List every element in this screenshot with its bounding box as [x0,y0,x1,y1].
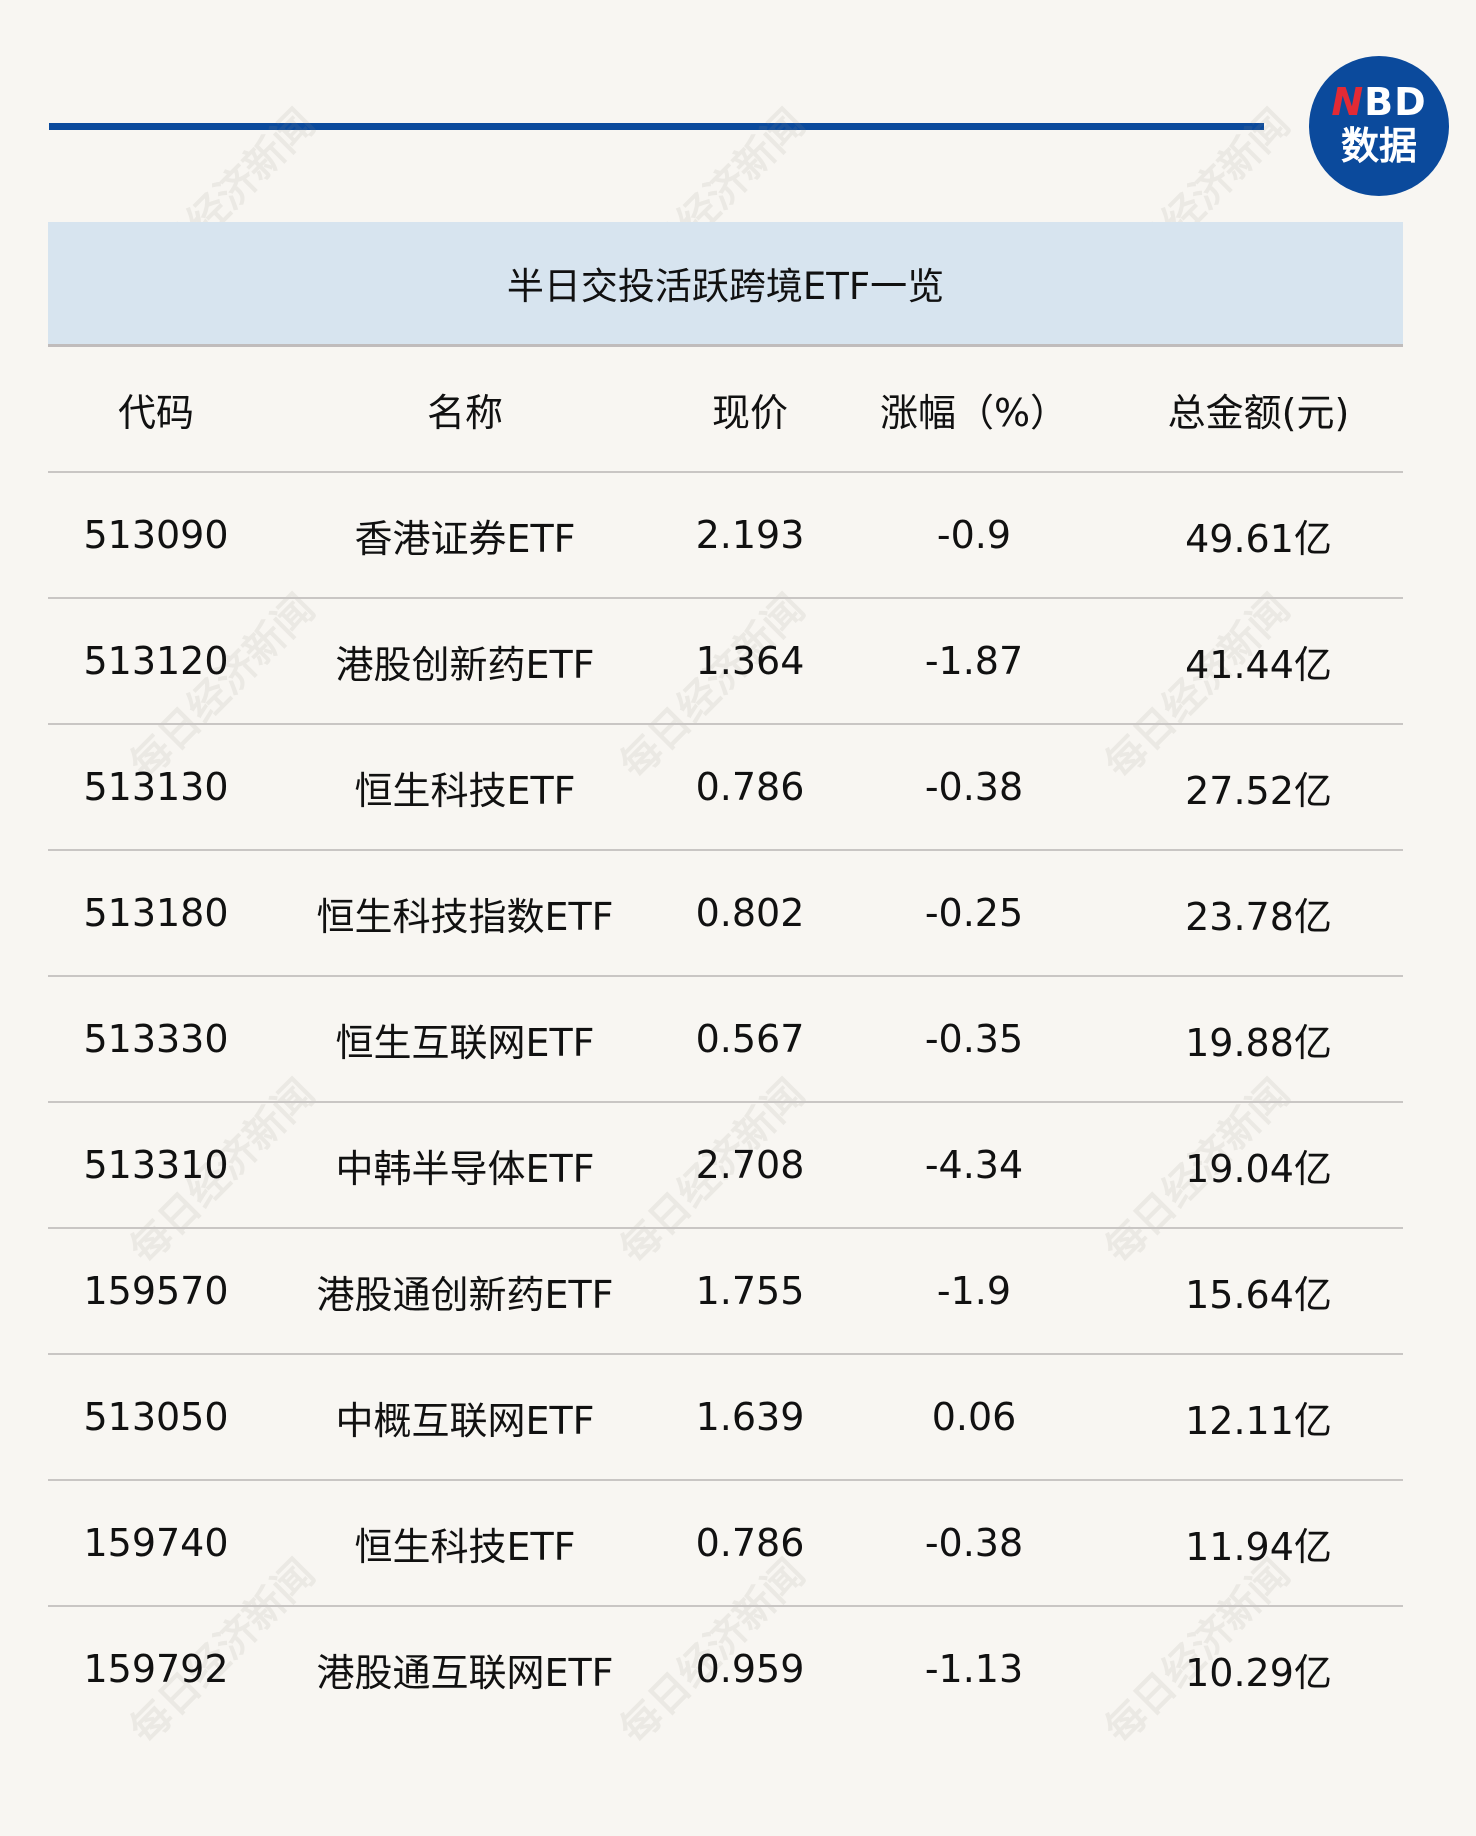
cell-amount: 12.11亿 [1185,1398,1332,1443]
cell-change: -0.38 [924,765,1024,809]
cell-name: 中韩半导体ETF [335,1146,595,1191]
cell-code: 159740 [83,1521,229,1565]
table-header-row: 代码 名称 现价 涨幅（%） 总金额(元) [48,347,1403,473]
cell-code: 513310 [83,1143,229,1187]
cell-name: 恒生科技ETF [354,1524,576,1569]
table-row: 513130 恒生科技ETF 0.786 -0.38 27.52亿 [48,725,1403,851]
cell-code: 513330 [83,1017,229,1061]
cell-change: -1.9 [936,1269,1012,1313]
cell-change: -1.87 [924,639,1024,683]
cell-code: 513090 [83,513,229,557]
cell-price: 0.786 [695,765,805,809]
logo-n: N [1331,80,1365,124]
table-row: 159740 恒生科技ETF 0.786 -0.38 11.94亿 [48,1481,1403,1607]
cell-name: 港股创新药ETF [335,642,595,687]
table-row: 513310 中韩半导体ETF 2.708 -4.34 19.04亿 [48,1103,1403,1229]
cell-change: -4.34 [924,1143,1024,1187]
header-rule [49,123,1264,130]
cell-code: 513130 [83,765,229,809]
table-row: 159570 港股通创新药ETF 1.755 -1.9 15.64亿 [48,1229,1403,1355]
cell-amount: 27.52亿 [1185,768,1332,813]
cell-amount: 10.29亿 [1185,1650,1332,1695]
nbd-data-logo: NBD 数据 [1309,56,1449,196]
cell-name: 香港证券ETF [354,516,576,561]
cell-code: 513120 [83,639,229,683]
cell-name: 恒生科技指数ETF [316,894,614,939]
cell-price: 0.786 [695,1521,805,1565]
cell-amount: 23.78亿 [1185,894,1332,939]
cell-price: 2.708 [695,1143,805,1187]
cell-price: 1.755 [695,1269,805,1313]
cell-price: 1.639 [695,1395,805,1439]
cell-name: 恒生互联网ETF [335,1020,595,1065]
cell-price: 0.802 [695,891,805,935]
table-row: 513180 恒生科技指数ETF 0.802 -0.25 23.78亿 [48,851,1403,977]
cell-price: 0.959 [695,1647,805,1691]
cell-amount: 19.88亿 [1185,1020,1332,1065]
table-row: 513090 香港证券ETF 2.193 -0.9 49.61亿 [48,473,1403,599]
cell-change: -1.13 [924,1647,1024,1691]
table-title: 半日交投活跃跨境ETF一览 [48,222,1403,347]
cell-change: -0.38 [924,1521,1024,1565]
cell-code: 159570 [83,1269,229,1313]
etf-table: 半日交投活跃跨境ETF一览 代码 名称 现价 涨幅（%） 总金额(元) 5130… [48,222,1403,1731]
table-row: 513120 港股创新药ETF 1.364 -1.87 41.44亿 [48,599,1403,725]
cell-price: 2.193 [695,513,805,557]
cell-amount: 19.04亿 [1185,1146,1332,1191]
cell-code: 513180 [83,891,229,935]
cell-amount: 15.64亿 [1185,1272,1332,1317]
cell-name: 中概互联网ETF [335,1398,595,1443]
cell-change: -0.25 [924,891,1024,935]
cell-name: 港股通创新药ETF [316,1272,614,1317]
cell-amount: 41.44亿 [1185,642,1332,687]
cell-amount: 49.61亿 [1185,516,1332,561]
header-amount: 总金额(元) [1167,390,1350,435]
header-change: 涨幅（%） [879,390,1069,435]
cell-amount: 11.94亿 [1185,1524,1332,1569]
cell-change: 0.06 [931,1395,1017,1439]
table-row: 513330 恒生互联网ETF 0.567 -0.35 19.88亿 [48,977,1403,1103]
logo-bd: BD [1364,80,1427,124]
cell-price: 0.567 [695,1017,805,1061]
cell-price: 1.364 [695,639,805,683]
cell-code: 159792 [83,1647,229,1691]
table-row: 513050 中概互联网ETF 1.639 0.06 12.11亿 [48,1355,1403,1481]
header-name: 名称 [426,390,503,435]
cell-change: -0.9 [936,513,1012,557]
logo-subtitle: 数据 [1340,124,1417,168]
cell-code: 513050 [83,1395,229,1439]
cell-name: 港股通互联网ETF [316,1650,614,1695]
header-code: 代码 [117,390,194,435]
table-row: 159792 港股通互联网ETF 0.959 -1.13 10.29亿 [48,1607,1403,1731]
cell-change: -0.35 [924,1017,1024,1061]
header-price: 现价 [711,390,788,435]
cell-name: 恒生科技ETF [354,768,576,813]
